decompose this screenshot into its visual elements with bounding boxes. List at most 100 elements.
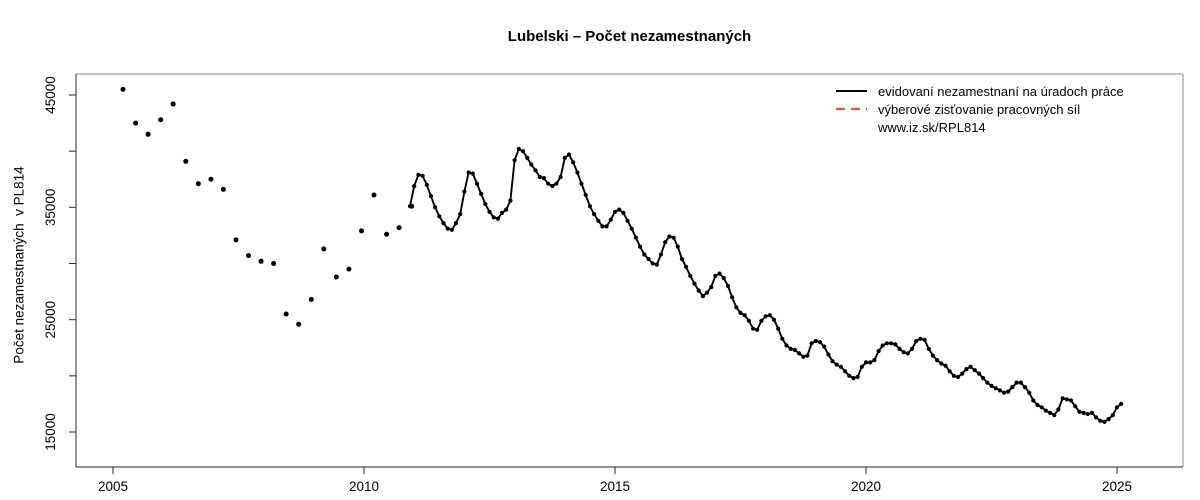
monthly-data-point [525,155,530,160]
monthly-data-point [847,373,852,378]
monthly-data-point [1035,402,1040,408]
monthly-data-point [479,191,484,196]
quarterly-data-point [145,131,151,137]
quarterly-data-point [195,181,201,187]
monthly-data-point [1089,410,1094,415]
monthly-data-point [981,376,986,381]
monthly-data-point [763,314,768,319]
monthly-data-point [909,346,915,351]
quarterly-data-point [283,311,289,317]
x-axis-tick-label: 2025 [1102,479,1132,494]
monthly-data-point [1102,419,1107,424]
monthly-data-point [508,198,513,203]
quarterly-data-point [384,231,390,237]
monthly-data-point [667,234,672,239]
monthly-data-point [734,305,739,310]
monthly-data-point [625,218,630,223]
monthly-data-point [897,346,902,351]
monthly-data-point [901,350,906,355]
monthly-data-point [579,181,584,186]
source-url-text: www.iz.sk/RPL814 [878,119,986,135]
monthly-data-point [951,373,957,378]
y-axis-tick-label: 45000 [43,76,58,114]
x-axis-tick-label: 2015 [600,479,630,494]
monthly-data-point [1060,396,1065,401]
y-axis-tick-label: 15000 [43,413,58,451]
monthly-data-point [717,271,722,276]
monthly-data-point [407,204,413,209]
monthly-data-point [516,146,521,151]
monthly-data-point [964,367,969,372]
monthly-data-point [830,359,835,364]
monthly-data-point [926,346,931,351]
quarterly-data-point [208,176,214,182]
monthly-data-point [1114,405,1120,410]
monthly-data-point [922,337,927,342]
monthly-data-point [1077,409,1082,414]
monthly-data-point [725,283,731,289]
monthly-data-point [546,181,551,186]
quarterly-data-point [170,101,176,107]
monthly-data-point [893,342,898,347]
monthly-data-point [993,386,998,391]
legend: evidovaní nezamestnaní na úradoch práce … [836,82,1124,136]
monthly-data-point [943,363,948,368]
monthly-data-point [947,369,952,374]
monthly-data-point [604,224,609,229]
monthly-data-point [776,326,781,331]
monthly-data-point [813,338,818,344]
monthly-data-point [512,158,517,163]
monthly-data-point [520,149,526,154]
monthly-data-point [851,376,856,381]
monthly-data-point [671,235,676,240]
monthly-data-point [638,244,643,249]
legend-label: výberové zisťovanie pracovných síl [878,101,1081,117]
monthly-data-point [487,209,492,214]
monthly-data-point [730,295,735,300]
quarterly-data-point [220,186,226,192]
quarterly-data-point [258,258,264,264]
monthly-data-point [1085,411,1090,417]
monthly-data-point [863,360,869,365]
monthly-data-point [541,176,547,181]
monthly-data-point [759,318,764,323]
legend-item-lfs: výberové zisťovanie pracovných síl [836,100,1124,118]
monthly-data-point [918,336,923,341]
monthly-data-point [780,336,785,341]
monthly-data-point [700,294,706,299]
monthly-data-point [571,160,576,165]
monthly-data-point [617,207,622,212]
monthly-data-point [537,174,542,180]
monthly-data-point [872,358,877,363]
monthly-data-point [646,256,651,262]
monthly-data-point [797,351,802,356]
monthly-data-point [809,341,814,346]
monthly-data-point [880,343,885,348]
monthly-data-point [1098,418,1103,423]
monthly-data-point [822,344,827,349]
monthly-data-point [420,173,425,178]
quarterly-data-point [333,274,339,280]
monthly-data-point [433,205,438,210]
monthly-data-point [416,172,421,177]
monthly-data-point [629,226,634,231]
monthly-data-point [437,214,442,219]
monthly-data-point [1022,385,1028,390]
quarterly-data-point [271,261,277,266]
quarterly-data-point [296,321,302,327]
legend-item-source: www.iz.sk/RPL814 [836,118,1124,136]
monthly-data-point [550,183,555,189]
monthly-data-point [500,210,505,215]
monthly-data-point [612,209,618,214]
legend-label: evidovaní nezamestnaní na úradoch práce [878,83,1124,99]
monthly-data-point [1052,413,1057,418]
monthly-data-point [558,174,563,180]
monthly-data-point [600,224,605,229]
monthly-data-point [554,181,559,186]
quarterly-data-point [120,86,126,92]
monthly-data-point [751,326,756,331]
monthly-data-point [704,290,710,295]
monthly-data-point [696,288,701,293]
monthly-data-point [855,374,860,380]
